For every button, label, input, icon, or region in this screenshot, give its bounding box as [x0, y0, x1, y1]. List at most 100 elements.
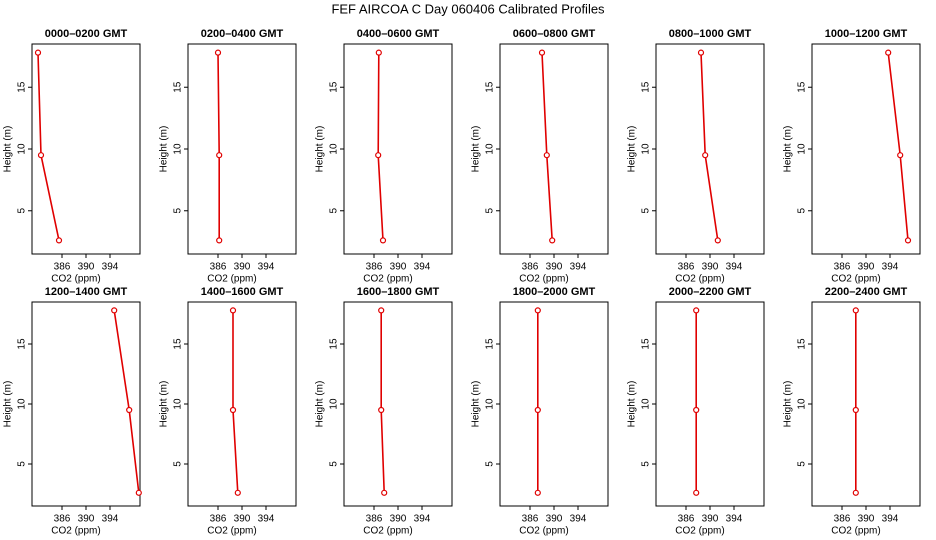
y-tick-label: 10: [485, 143, 496, 155]
profile-point: [216, 152, 223, 159]
y-tick-label: 15: [173, 81, 184, 93]
profile-point: [885, 49, 892, 56]
x-tick-label: 394: [726, 514, 743, 525]
panel-title: 2200–2400 GMT: [825, 286, 908, 298]
profile-line: [541, 52, 553, 241]
panel: 1000–1200 GMT 386 390 394 5 10 15 CO2 (ppm) Heig…: [783, 28, 921, 285]
profile-point: [693, 307, 700, 314]
panel-title: 1400–1600 GMT: [201, 286, 284, 298]
profile-point: [693, 489, 700, 496]
y-axis-label: Height (m): [471, 126, 482, 173]
x-axis-label: CO2 (ppm): [363, 526, 412, 537]
profile-point: [234, 489, 241, 496]
y-tick-label: 5: [797, 461, 808, 467]
x-tick-label: 394: [258, 514, 275, 525]
profile-line: [700, 52, 719, 241]
x-tick-label: 386: [366, 514, 383, 525]
y-tick-label: 5: [797, 208, 808, 214]
profile-point: [904, 237, 912, 244]
y-tick-label: 10: [485, 398, 496, 410]
x-tick-label: 394: [882, 514, 899, 525]
y-tick-label: 5: [485, 208, 496, 214]
y-tick-label: 5: [173, 461, 184, 467]
y-tick-label: 10: [641, 143, 652, 155]
x-axis-label: CO2 (ppm): [675, 274, 724, 285]
panel: 0600–0800 GMT 386 390 394 5 10 15 CO2 (ppm) Heig…: [471, 28, 609, 285]
y-axis-label: Height (m): [159, 126, 170, 173]
plot-frame: [499, 301, 609, 507]
x-axis-label: CO2 (ppm): [207, 274, 256, 285]
y-axis-label: Height (m): [315, 381, 326, 428]
panel-title: 0200–0400 GMT: [201, 28, 284, 40]
x-axis-label: CO2 (ppm): [519, 526, 568, 537]
y-axis-label: Height (m): [471, 381, 482, 428]
profile-line: [232, 310, 239, 493]
profile-point: [534, 406, 541, 414]
x-axis-label: CO2 (ppm): [363, 274, 412, 285]
profile-point: [534, 307, 541, 314]
profile-line: [217, 52, 220, 241]
profile-point: [714, 237, 721, 244]
panel: 0400–0600 GMT 386 390 394 5 10 15 CO2 (ppm) Heig…: [315, 28, 453, 285]
x-tick-label: 390: [390, 514, 407, 525]
profile-point: [111, 307, 118, 314]
y-axis-label: Height (m): [627, 381, 638, 428]
profile-point: [34, 49, 42, 56]
profile-point: [214, 49, 222, 56]
plot-frame: [655, 43, 765, 255]
y-tick-label: 5: [329, 208, 340, 214]
x-tick-label: 390: [858, 514, 875, 525]
y-tick-label: 15: [485, 338, 496, 350]
x-tick-label: 386: [678, 262, 695, 273]
profile-point: [135, 489, 142, 496]
panel-title: 2000–2200 GMT: [669, 286, 752, 298]
plot-frame: [655, 301, 765, 507]
y-tick-label: 15: [329, 81, 340, 93]
profile-point: [852, 489, 859, 496]
profile-line: [113, 310, 140, 493]
y-tick-label: 5: [641, 461, 652, 467]
panel: 1600–1800 GMT 386 390 394 5 10 15 CO2 (ppm) Heig…: [315, 286, 453, 537]
x-tick-label: 386: [210, 262, 227, 273]
panel: 2200–2400 GMT 386 390 394 5 10 15 CO2 (ppm) Heig…: [783, 286, 921, 537]
figure-title: FEF AIRCOA C Day 060406 Calibrated Profi…: [331, 1, 605, 16]
x-axis-label: CO2 (ppm): [831, 526, 880, 537]
y-tick-label: 10: [797, 398, 808, 410]
profile-point: [543, 152, 550, 159]
profile-point: [381, 489, 388, 496]
panel-title: 0800–1000 GMT: [669, 28, 752, 40]
panel-title: 1200–1400 GMT: [45, 286, 128, 298]
y-tick-label: 10: [17, 143, 28, 155]
y-tick-label: 10: [173, 143, 184, 155]
plot-frame: [343, 43, 453, 255]
y-tick-label: 15: [173, 338, 184, 350]
x-tick-label: 390: [858, 262, 875, 273]
y-axis-label: Height (m): [3, 126, 14, 173]
x-tick-label: 394: [882, 262, 899, 273]
y-axis-label: Height (m): [315, 126, 326, 173]
profile-point: [378, 406, 385, 414]
panel-title: 0000–0200 GMT: [45, 28, 128, 40]
panel: 1200–1400 GMT 386 390 394 5 10 15 CO2 (ppm) Heig…: [3, 286, 142, 537]
profile-point: [229, 406, 237, 414]
plot-frame: [187, 43, 297, 255]
profile-line: [377, 52, 384, 241]
profile-point: [852, 406, 859, 414]
profile-point: [852, 307, 859, 314]
x-tick-label: 394: [414, 262, 431, 273]
plot-frame: [31, 43, 141, 255]
y-tick-label: 15: [797, 81, 808, 93]
panel-title: 0400–0600 GMT: [357, 28, 440, 40]
y-tick-label: 5: [641, 208, 652, 214]
y-tick-label: 10: [17, 398, 28, 410]
y-tick-label: 10: [329, 143, 340, 155]
y-tick-label: 15: [641, 338, 652, 350]
profile-line: [37, 52, 60, 241]
profile-point: [216, 237, 223, 244]
x-tick-label: 394: [258, 262, 275, 273]
profile-point: [897, 152, 904, 159]
profile-point: [693, 406, 700, 414]
x-tick-label: 394: [102, 514, 119, 525]
x-tick-label: 390: [78, 514, 95, 525]
